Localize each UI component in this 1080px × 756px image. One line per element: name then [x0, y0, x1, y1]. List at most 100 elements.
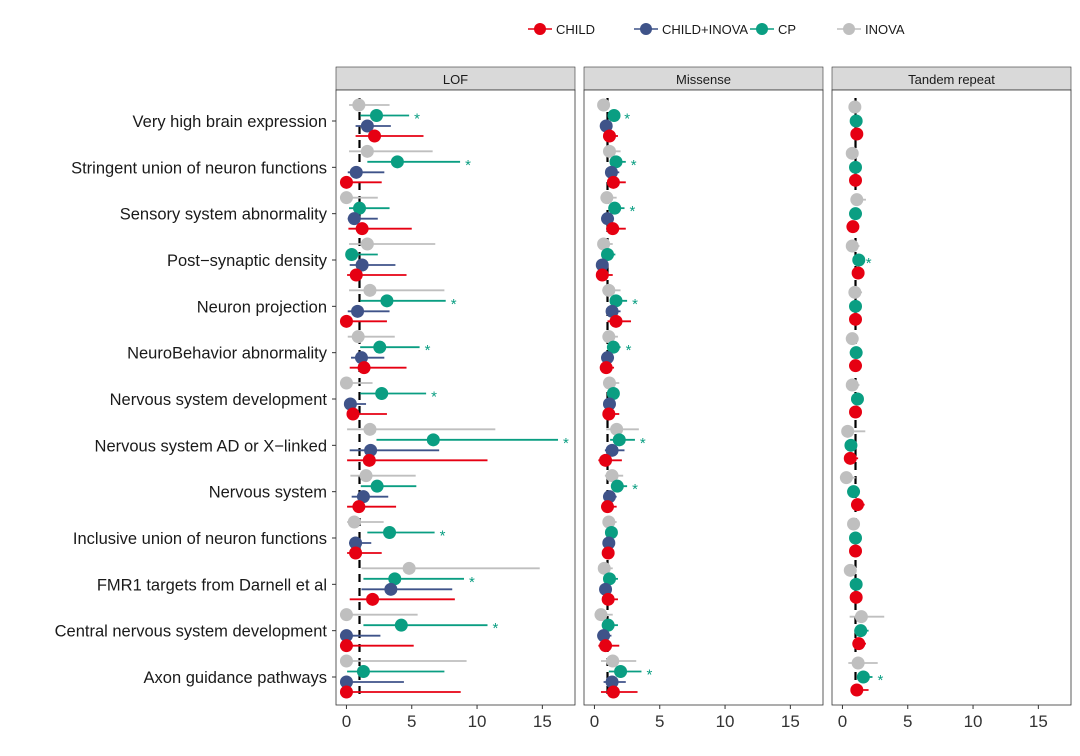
- point-child: [349, 361, 407, 375]
- estimate-marker: [845, 332, 859, 346]
- point-inova: [843, 563, 857, 577]
- estimate-marker: [606, 340, 620, 354]
- x-tick-label: 5: [903, 712, 912, 731]
- estimate-marker: [388, 572, 402, 586]
- estimate-marker: [339, 608, 353, 622]
- estimate-marker: [852, 253, 866, 267]
- point-inova: [602, 515, 617, 529]
- point-inova: [597, 237, 613, 251]
- point-cp: [602, 572, 618, 586]
- estimate-marker: [356, 490, 370, 504]
- estimate-marker: [609, 155, 623, 169]
- estimate-marker: [849, 160, 863, 174]
- significance-star: *: [440, 528, 446, 545]
- category-label: Nervous system: [209, 484, 327, 502]
- panel-tandem-repeat: Tandem repeat 0 5 10 15 * *: [831, 66, 1072, 731]
- point-cp: [601, 248, 616, 261]
- estimate-marker: [602, 407, 616, 421]
- estimate-marker: [352, 98, 366, 112]
- point-child-inova: [349, 443, 440, 457]
- point-child: [347, 268, 407, 282]
- point-cp: [854, 624, 869, 638]
- legend-marker: [843, 23, 855, 35]
- x-tick-label: 5: [655, 712, 664, 731]
- point-child: [600, 685, 638, 699]
- point-child: [850, 683, 869, 697]
- category-label: Very high brain expression: [133, 113, 327, 131]
- estimate-marker: [339, 191, 353, 205]
- estimate-marker: [601, 546, 615, 560]
- point-cp: [849, 299, 863, 313]
- point-child: [852, 637, 866, 651]
- significance-star: *: [492, 620, 498, 637]
- estimate-marker: [600, 191, 614, 205]
- estimate-marker: [846, 220, 860, 234]
- legend-marker: [640, 23, 652, 35]
- category-label: NeuroBehavior abnormality: [127, 345, 328, 363]
- estimate-marker: [601, 618, 615, 632]
- estimate-marker: [845, 378, 859, 392]
- estimate-marker: [851, 656, 865, 670]
- point-inova: [347, 330, 395, 344]
- estimate-marker: [605, 469, 619, 483]
- point-inova: [594, 608, 613, 622]
- point-child: [843, 451, 859, 465]
- estimate-marker: [606, 222, 620, 236]
- estimate-marker: [602, 397, 616, 411]
- estimate-marker: [844, 438, 858, 452]
- point-inova: [841, 424, 866, 438]
- estimate-marker: [355, 258, 369, 272]
- significance-star: *: [425, 342, 431, 359]
- estimate-marker: [363, 422, 377, 436]
- legend-marker: [756, 23, 768, 35]
- significance-star: *: [563, 435, 569, 452]
- point-child: [849, 359, 863, 373]
- point-cp: *: [607, 109, 630, 128]
- estimate-marker: [384, 582, 398, 596]
- estimate-marker: [346, 407, 360, 421]
- point-cp: *: [610, 479, 638, 498]
- legend-item-child: CHILD: [528, 22, 595, 37]
- estimate-marker: [362, 453, 376, 467]
- significance-star: *: [624, 111, 630, 128]
- point-child: [849, 405, 863, 419]
- estimate-marker: [849, 405, 863, 419]
- point-child-inova: [351, 490, 389, 504]
- point-inova: [347, 515, 384, 529]
- estimate-marker: [854, 624, 868, 638]
- point-cp: [849, 346, 863, 360]
- point-cp: *: [367, 155, 471, 174]
- estimate-marker: [601, 592, 615, 606]
- point-child: [607, 314, 632, 328]
- point-cp: *: [609, 155, 637, 174]
- point-cp: *: [360, 387, 437, 406]
- estimate-marker: [849, 590, 863, 604]
- estimate-marker: [854, 610, 868, 624]
- estimate-marker: [366, 592, 380, 606]
- point-cp: *: [363, 572, 475, 591]
- estimate-marker: [851, 266, 865, 280]
- estimate-marker: [601, 500, 615, 514]
- point-inova: [350, 469, 416, 483]
- estimate-marker: [608, 201, 622, 215]
- estimate-marker: [339, 314, 353, 328]
- estimate-marker: [357, 361, 371, 375]
- estimate-marker: [602, 572, 616, 586]
- estimate-marker: [359, 469, 373, 483]
- estimate-marker: [595, 258, 609, 272]
- point-child-inova: [602, 490, 617, 504]
- point-cp: [606, 387, 620, 400]
- estimate-marker: [368, 129, 382, 143]
- panel-border: [583, 89, 824, 706]
- point-cp: [849, 207, 863, 221]
- point-child-inova: [604, 165, 620, 179]
- point-child: [339, 314, 387, 328]
- estimate-marker: [363, 283, 377, 297]
- point-inova: [848, 285, 863, 299]
- legend-marker: [534, 23, 546, 35]
- category-label: Central nervous system development: [55, 623, 328, 641]
- point-cp: *: [376, 433, 569, 452]
- point-cp: *: [360, 109, 420, 128]
- estimate-marker: [356, 665, 370, 678]
- panel-missense: Missense 0 5 10 15 * * * * * * * *: [583, 66, 824, 731]
